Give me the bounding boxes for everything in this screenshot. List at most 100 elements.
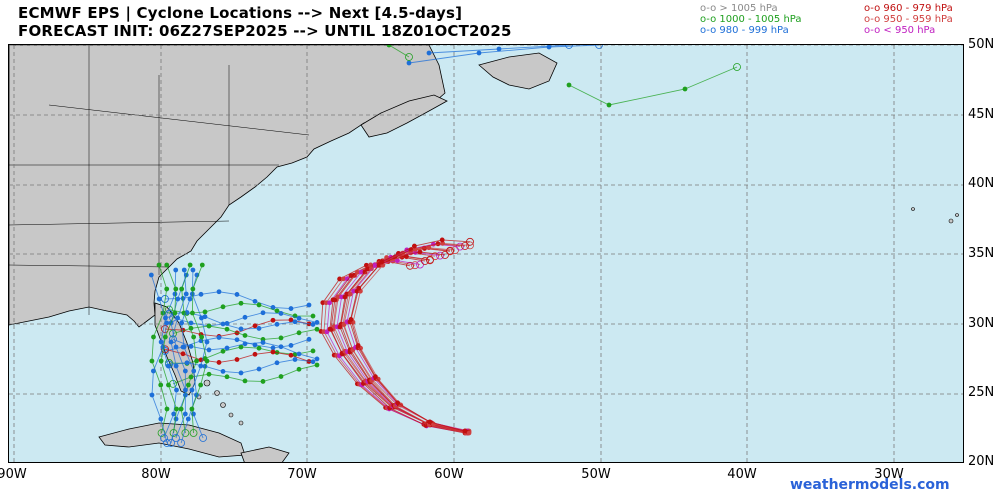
track-point <box>421 257 429 265</box>
map-canvas <box>9 45 963 462</box>
track-point <box>191 334 197 340</box>
track-point <box>427 419 433 425</box>
track-point <box>348 316 354 322</box>
track-point <box>278 344 284 350</box>
track-point <box>462 428 468 434</box>
track-point <box>172 291 178 297</box>
lon-label-70w: 70W <box>287 467 317 482</box>
track-point <box>189 429 198 437</box>
track-point <box>340 276 346 282</box>
lat-lon-grid <box>9 45 963 462</box>
track-point <box>173 344 179 350</box>
track-point <box>446 246 454 255</box>
track-point <box>224 345 230 351</box>
track-point <box>189 387 195 393</box>
track-point <box>174 387 179 393</box>
track-point <box>169 329 177 338</box>
track-point <box>372 374 378 380</box>
track-point <box>365 266 371 272</box>
track-florida <box>189 267 210 442</box>
track-point <box>181 344 187 350</box>
track-point <box>256 302 262 308</box>
track-florida <box>178 262 199 437</box>
track-point <box>199 315 204 321</box>
track-point <box>238 326 244 332</box>
track-point <box>476 50 482 56</box>
legend-item-960-979: o-o 960 - 979 hPa <box>864 3 953 14</box>
track-point <box>288 317 294 323</box>
track-point <box>173 363 179 369</box>
forecast-init-subtitle: FORECAST INIT: 06Z27SEP2025 --> UNTIL 18… <box>18 22 512 40</box>
track-point <box>565 45 573 49</box>
track-recurve <box>348 237 474 434</box>
track-point <box>206 347 212 353</box>
track-point <box>224 374 230 380</box>
track-point <box>405 53 413 61</box>
lon-label-90w: 90W <box>0 467 27 482</box>
track-florida <box>189 262 210 437</box>
track-point <box>179 320 185 326</box>
track-point <box>185 382 191 388</box>
track-point <box>733 63 741 71</box>
track-point <box>199 262 205 268</box>
track-point <box>324 329 330 335</box>
track-point <box>252 323 258 329</box>
track-point <box>158 416 164 422</box>
track-point <box>206 323 212 329</box>
track-point <box>234 337 240 343</box>
track-point <box>278 374 284 379</box>
track-point <box>182 368 188 374</box>
track-north <box>386 45 413 61</box>
track-point <box>270 349 276 355</box>
track-point <box>256 366 262 372</box>
lat-label-20n: 20N <box>968 454 995 469</box>
track-point <box>278 335 284 341</box>
track-point <box>406 60 412 66</box>
track-point <box>461 242 469 250</box>
track-point <box>172 434 180 442</box>
track-point <box>466 430 472 436</box>
track-point <box>411 243 417 249</box>
track-point <box>220 348 226 354</box>
track-westward <box>169 335 320 362</box>
land-masses <box>9 45 558 462</box>
track-point <box>274 308 280 314</box>
track-point <box>242 378 248 384</box>
track-north <box>426 45 573 56</box>
track-point <box>169 429 178 437</box>
lat-label-40n: 40N <box>968 176 995 191</box>
legend-item-980-999: o-o 980 - 999 hPa <box>700 25 789 36</box>
track-point <box>166 382 171 388</box>
track-point <box>162 334 168 340</box>
track-point <box>175 315 181 321</box>
track-north <box>566 63 741 108</box>
track-point <box>238 370 244 376</box>
track-point <box>296 351 302 357</box>
track-point <box>546 45 552 50</box>
track-point <box>194 358 199 364</box>
track-point <box>204 358 210 364</box>
track-point <box>199 334 205 340</box>
track-point <box>220 369 226 374</box>
track-point <box>358 269 364 275</box>
track-point <box>288 352 294 358</box>
track-point <box>416 260 424 269</box>
track-point <box>198 291 204 297</box>
track-point <box>181 267 187 273</box>
track-point <box>173 286 179 292</box>
track-point <box>372 263 378 268</box>
track-point <box>436 251 444 260</box>
track-point <box>260 310 266 316</box>
track-point <box>292 319 298 325</box>
track-point <box>151 334 156 340</box>
track-point <box>179 286 185 292</box>
track-point <box>178 406 184 412</box>
track-point <box>260 340 266 345</box>
track-point <box>682 86 688 92</box>
track-point <box>260 379 266 384</box>
track-westward <box>161 335 312 355</box>
track-point <box>198 363 204 369</box>
track-point <box>187 262 193 268</box>
track-westward <box>169 323 320 342</box>
track-point <box>173 267 179 273</box>
